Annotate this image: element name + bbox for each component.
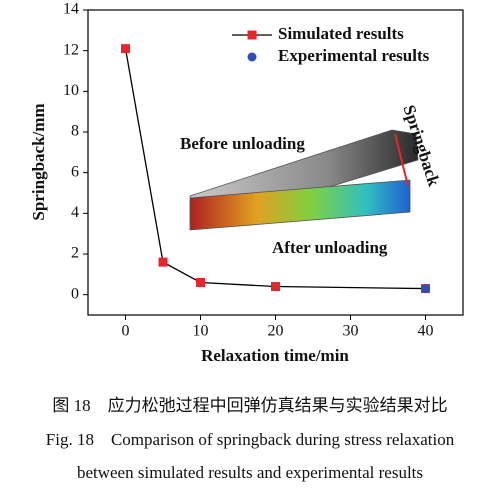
x-tick-label: 10	[193, 323, 209, 340]
inset-model	[189, 129, 419, 231]
legend-marker	[247, 30, 257, 40]
x-tick-label: 40	[418, 323, 434, 340]
data-point	[421, 284, 430, 294]
y-tick-label: 10	[63, 82, 79, 99]
caption: 图 18 应力松弛过程中回弹仿真结果与实验结果对比	[52, 396, 447, 415]
legend-marker	[247, 52, 257, 62]
annotation: Before unloading	[180, 134, 305, 153]
annotation: After unloading	[272, 238, 388, 257]
y-axis-label: Springback/mm	[29, 103, 48, 220]
y-tick-label: 2	[71, 245, 79, 262]
y-tick-label: 12	[63, 41, 79, 58]
x-tick-label: 20	[268, 323, 284, 340]
y-tick-label: 6	[71, 163, 79, 180]
data-point	[121, 44, 130, 54]
legend-label: Experimental results	[278, 46, 430, 65]
y-tick-label: 0	[71, 285, 79, 302]
x-tick-label: 0	[122, 323, 130, 340]
y-tick-label: 4	[71, 204, 79, 221]
x-tick-label: 30	[343, 323, 359, 340]
data-point	[196, 277, 205, 287]
caption: between simulated results and experiment…	[77, 463, 423, 482]
legend-label: Simulated results	[278, 24, 404, 43]
data-point	[158, 257, 168, 267]
caption: Fig. 18 Comparison of springback during …	[46, 430, 455, 449]
data-point	[271, 282, 280, 292]
y-tick-label: 8	[71, 123, 79, 140]
x-axis-label: Relaxation time/min	[201, 346, 349, 365]
y-tick-label: 14	[63, 1, 79, 18]
